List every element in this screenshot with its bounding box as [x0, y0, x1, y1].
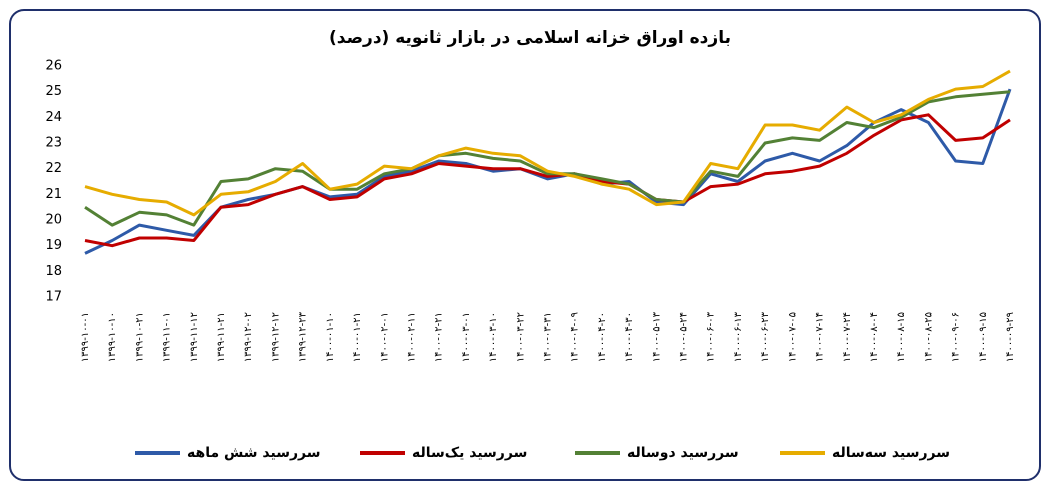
- x-tick-label: ۱۴۰۰-۰۸-۱۵: [896, 312, 907, 362]
- y-tick-label: 20: [45, 213, 62, 228]
- x-tick-label: ۱۳۹۹-۱۰-۲۱: [134, 312, 145, 362]
- x-tick-label: ۱۳۹۹-۱۲-۰۲: [243, 312, 254, 362]
- chart-title: بازده اوراق خزانه اسلامی در بازار ثانویه…: [329, 28, 731, 48]
- x-tick-label: ۱۴۰۰-۰۱-۱۰: [325, 312, 336, 362]
- x-tick-label: ۱۴۰۰-۰۴-۳۰: [624, 312, 635, 362]
- x-tick-label: ۱۳۹۹-۱۰-۱۰: [107, 312, 118, 362]
- series-line: [84, 113, 1011, 248]
- x-tick-label: ۱۴۰۰-۰۸-۰۴: [869, 312, 880, 362]
- y-tick-label: 21: [45, 187, 62, 202]
- x-tick-label: ۱۴۰۰-۰۲-۲۱: [434, 312, 445, 362]
- y-tick-label: 26: [45, 59, 62, 74]
- y-tick-label: 19: [45, 238, 62, 253]
- series-line: [84, 69, 1011, 217]
- y-tick-label: 23: [45, 136, 62, 151]
- x-tick-label: ۱۴۰۰-۰۴-۲۰: [597, 312, 608, 362]
- x-tick-label: ۱۴۰۰-۰۵-۱۳: [651, 311, 662, 362]
- x-tick-label: ۱۴۰۰-۰۱-۲۱: [352, 312, 363, 362]
- x-tick-label: ۱۴۰۰-۰۴-۰۹: [570, 312, 581, 362]
- x-tick-label: ۱۴۰۰-۰۷-۰۵: [787, 312, 798, 362]
- x-tick-label: ۱۴۰۰-۰۳-۳۱: [543, 312, 554, 362]
- y-tick-label: 22: [45, 161, 62, 176]
- x-tick-label: ۱۴۰۰-۰۳-۰۱: [461, 312, 472, 362]
- y-tick-label: 17: [45, 290, 62, 305]
- x-tick-label: ۱۴۰۰-۰۹-۰۶: [951, 312, 962, 362]
- x-tick-label: ۱۴۰۰-۰۶-۰۳: [706, 311, 717, 362]
- series-line: [84, 90, 1011, 227]
- x-tick-label: ۱۳۹۹-۱۱-۰۱: [162, 312, 173, 362]
- x-tick-label: ۱۳۹۹-۱۱-۲۱: [216, 312, 227, 362]
- x-tick-label: ۱۴۰۰-۰۶-۲۳: [760, 311, 771, 362]
- x-tick-label: ۱۴۰۰-۰۶-۱۳: [733, 311, 744, 362]
- legend-label: سررسید شش ماهه: [187, 445, 321, 461]
- legend-label: سررسید سه‌ساله: [832, 445, 950, 461]
- x-tick-label: ۱۴۰۰-۰۹-۱۵: [978, 312, 989, 362]
- x-tick-label: ۱۳۹۹-۱۲-۱۲: [270, 312, 281, 362]
- legend-label: سررسید یک‌ساله: [412, 445, 527, 461]
- x-tick-label: ۱۴۰۰-۰۳-۱۰: [488, 312, 499, 362]
- x-tick-label: ۱۴۰۰-۰۷-۲۴: [842, 312, 853, 362]
- x-tick-label: ۱۴۰۰-۰۳-۲۲: [515, 312, 526, 362]
- x-tick-label: ۱۳۹۹-۱۱-۱۲: [189, 312, 200, 362]
- legend-label: سررسید دوساله: [627, 445, 739, 461]
- x-tick-label: ۱۴۰۰-۰۷-۱۴: [815, 312, 826, 362]
- y-tick-label: 25: [45, 84, 62, 99]
- x-tick-label: ۱۳۹۹-۱۲-۲۳: [298, 311, 309, 362]
- x-tick-label: ۱۴۰۰-۰۵-۲۴: [679, 312, 690, 362]
- x-tick-label: ۱۳۹۹-۱۰-۰۱: [80, 312, 91, 362]
- y-tick-label: 18: [45, 264, 62, 279]
- x-tick-label: ۱۴۰۰-۰۲-۰۱: [379, 312, 390, 362]
- x-tick-label: ۱۴۰۰-۰۹-۲۹: [1005, 312, 1016, 362]
- series-line: [84, 88, 1012, 255]
- x-tick-label: ۱۴۰۰-۰۸-۲۵: [923, 312, 934, 362]
- x-tick-label: ۱۴۰۰-۰۲-۱۱: [406, 312, 417, 362]
- chart-frame: [9, 9, 1041, 481]
- y-tick-label: 24: [45, 110, 62, 125]
